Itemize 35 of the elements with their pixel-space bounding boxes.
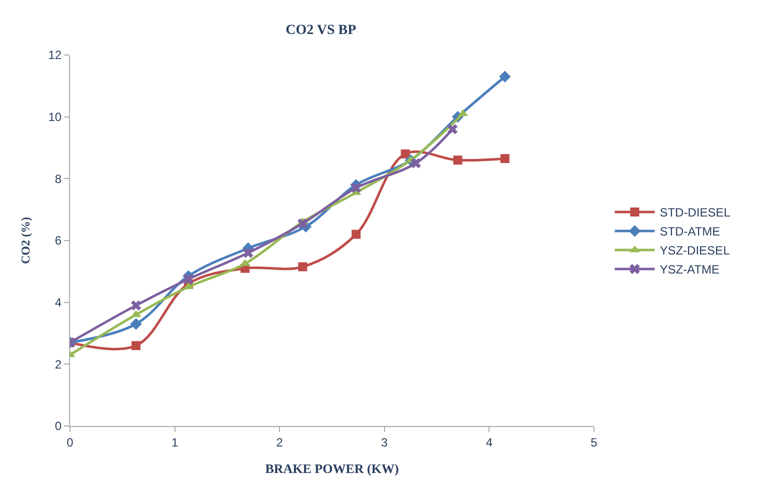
x-tick-label: 5 [590, 435, 598, 450]
point [352, 230, 361, 239]
y-axis-title: CO2 (%) [18, 217, 33, 264]
point [410, 158, 421, 168]
x-tick-label: 2 [276, 435, 284, 450]
y-tick-label: 10 [48, 110, 62, 124]
legend-label: YSZ-ATME [660, 262, 720, 277]
y-tick-label: 6 [54, 234, 62, 248]
point [298, 218, 308, 229]
point [130, 318, 142, 330]
y-tick-label: 0 [54, 419, 62, 434]
point [243, 248, 254, 258]
point [400, 149, 410, 158]
y-tick-label: 12 [48, 48, 62, 62]
point [499, 70, 511, 82]
legend-label: STD-ATME [660, 224, 720, 239]
y-tick-label: 8 [54, 172, 62, 186]
point [453, 156, 462, 165]
point [447, 124, 458, 134]
x-tick-label: 1 [171, 435, 178, 450]
point [183, 274, 194, 284]
point [130, 300, 142, 311]
x-tick-label: 0 [66, 435, 74, 450]
point [351, 182, 362, 194]
y-tick-label: 4 [54, 296, 62, 310]
x-tick-label: 4 [486, 435, 493, 450]
legend-label: YSZ-DIESEL [660, 244, 730, 258]
x-tick-label: 3 [381, 435, 388, 450]
point [298, 262, 308, 272]
y-tick-label: 2 [54, 357, 62, 372]
legend-label: STD-DIESEL [660, 206, 731, 220]
x-axis-title: BRAKE POWER (KW) [265, 461, 399, 476]
point [500, 154, 510, 164]
point [132, 341, 141, 350]
chart-title: CO2 VS BP [286, 23, 357, 38]
